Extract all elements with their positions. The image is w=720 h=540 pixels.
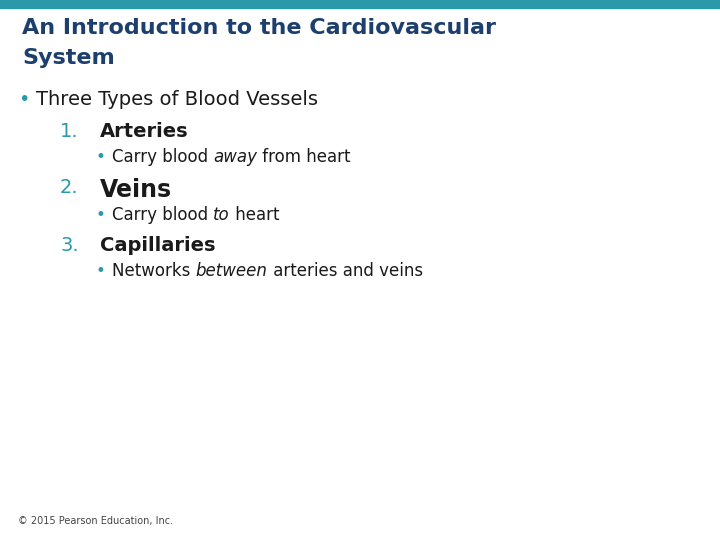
Text: 1.: 1.	[60, 122, 78, 141]
Bar	[0, 0, 720, 8]
Text: between: between	[196, 262, 268, 280]
Text: Networks: Networks	[112, 262, 196, 280]
Text: •: •	[95, 206, 105, 224]
Text: from heart: from heart	[257, 148, 351, 166]
Text: Capillaries: Capillaries	[100, 236, 215, 255]
Text: away: away	[213, 148, 257, 166]
Text: System: System	[22, 48, 114, 68]
Text: Carry blood: Carry blood	[112, 148, 213, 166]
Text: •: •	[95, 262, 105, 280]
Text: arteries and veins: arteries and veins	[268, 262, 423, 280]
Text: Arteries: Arteries	[100, 122, 189, 141]
Text: Veins: Veins	[100, 178, 172, 202]
Text: to: to	[213, 206, 230, 224]
Text: heart: heart	[230, 206, 279, 224]
Text: Carry blood: Carry blood	[112, 206, 213, 224]
Text: •: •	[95, 148, 105, 166]
Text: 3.: 3.	[60, 236, 78, 255]
Text: •: •	[18, 90, 30, 109]
Text: An Introduction to the Cardiovascular: An Introduction to the Cardiovascular	[22, 18, 496, 38]
Text: © 2015 Pearson Education, Inc.: © 2015 Pearson Education, Inc.	[18, 516, 173, 526]
Text: 2.: 2.	[60, 178, 78, 197]
Text: Three Types of Blood Vessels: Three Types of Blood Vessels	[36, 90, 318, 109]
